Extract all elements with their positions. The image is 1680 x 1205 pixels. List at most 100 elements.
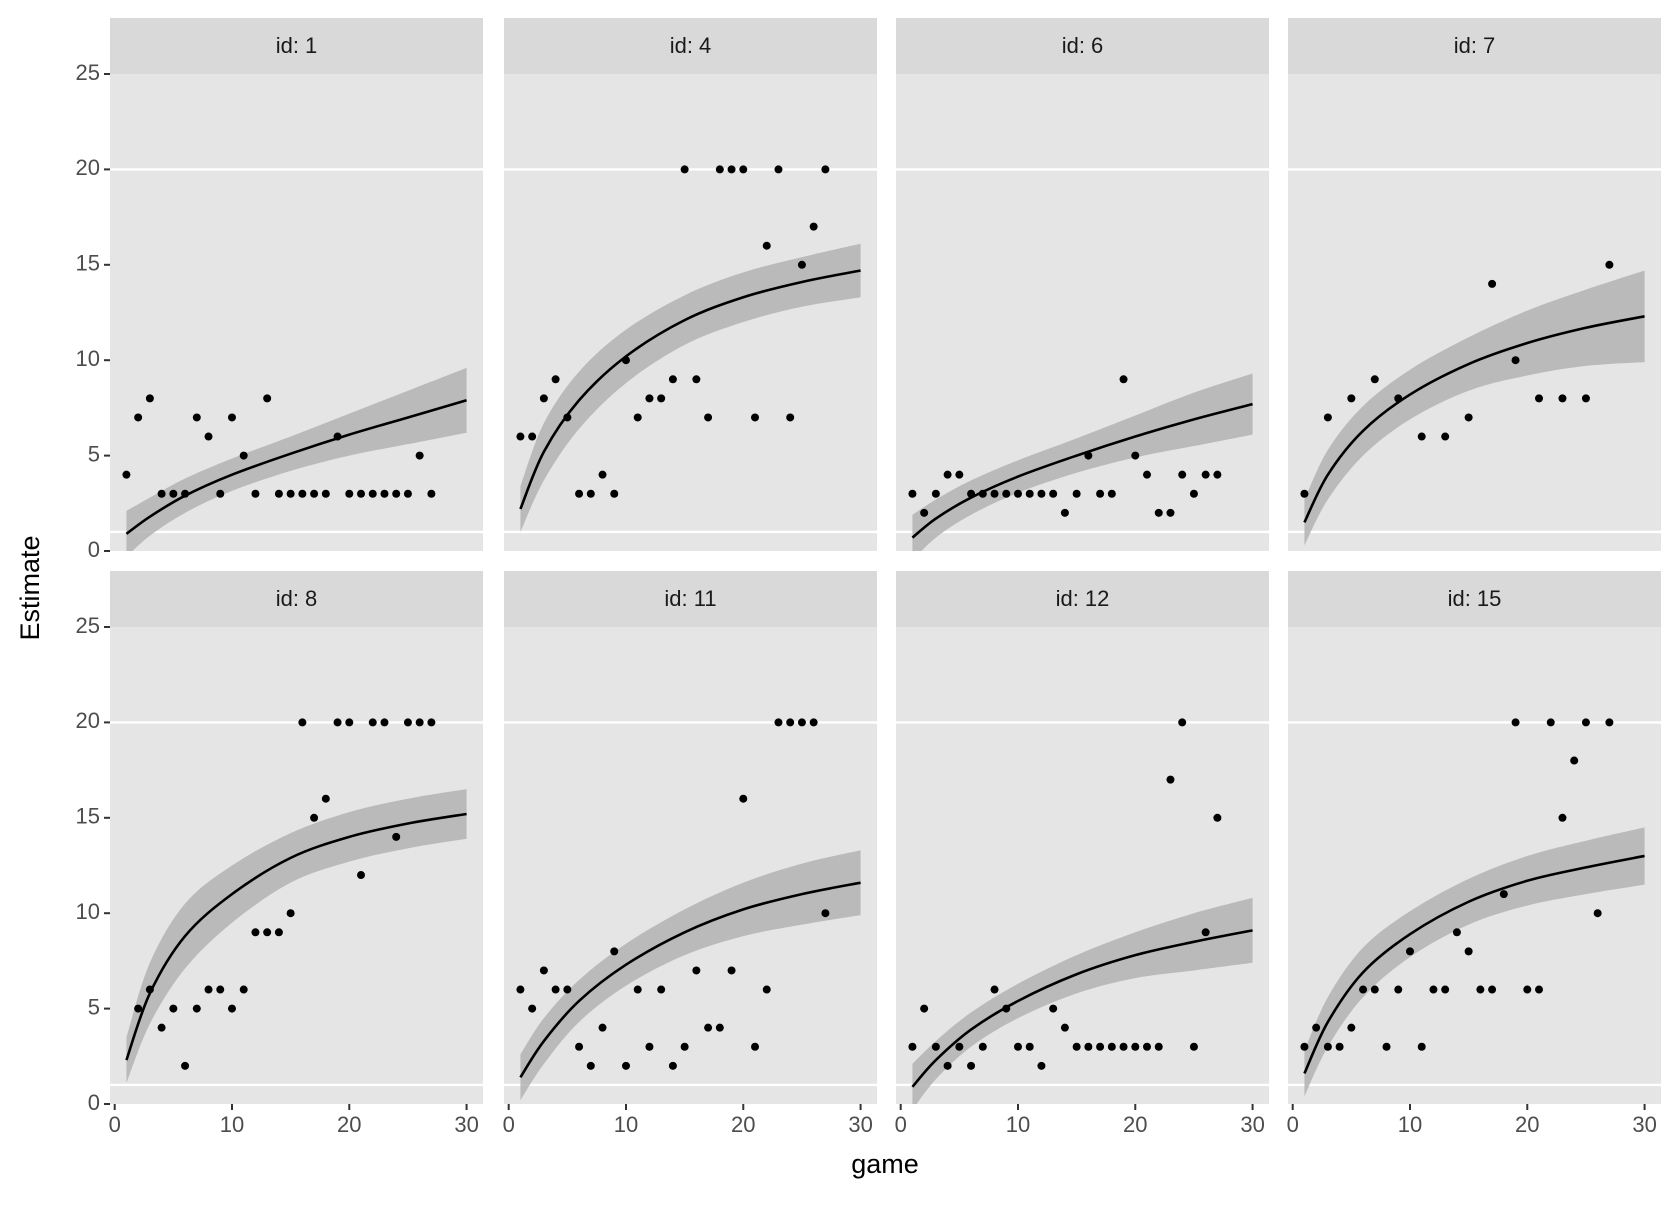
point <box>1370 985 1379 994</box>
point <box>286 489 295 498</box>
strip-label: id: 15 <box>1448 586 1502 611</box>
point <box>1605 718 1614 727</box>
point <box>586 489 595 498</box>
point <box>908 1042 917 1051</box>
point <box>1072 489 1081 498</box>
point <box>122 470 131 479</box>
point <box>516 432 525 441</box>
point <box>551 985 560 994</box>
fit-line <box>1303 854 1645 1075</box>
y-tick-label: 10 <box>76 899 100 924</box>
point <box>403 718 412 727</box>
point <box>1312 1023 1321 1032</box>
point <box>145 985 154 994</box>
point <box>598 470 607 479</box>
strip <box>504 571 877 627</box>
point <box>274 489 283 498</box>
point <box>809 718 818 727</box>
point <box>1084 451 1093 460</box>
point <box>216 985 225 994</box>
point <box>1189 489 1198 498</box>
point <box>727 966 736 975</box>
point <box>762 241 771 250</box>
point <box>192 413 201 422</box>
point <box>1323 413 1332 422</box>
point <box>586 1061 595 1070</box>
x-tick-label: 0 <box>895 1112 907 1137</box>
point <box>1025 1042 1034 1051</box>
point <box>704 1023 713 1032</box>
point <box>251 928 260 937</box>
panel <box>1288 168 1661 546</box>
point <box>1499 890 1508 899</box>
point <box>192 1004 201 1013</box>
point <box>645 1042 654 1051</box>
x-tick-label: 10 <box>1398 1112 1422 1137</box>
strip <box>504 18 877 74</box>
confidence-band <box>912 897 1253 1104</box>
x-tick-label: 20 <box>731 1112 755 1137</box>
confidence-band <box>520 850 861 1101</box>
point <box>1558 394 1567 403</box>
point <box>227 1004 236 1013</box>
panel <box>110 718 483 1087</box>
panel-background <box>896 74 1269 551</box>
facet: id: 7 <box>1288 18 1661 551</box>
point <box>990 489 999 498</box>
point <box>1013 1042 1022 1051</box>
point <box>1107 489 1116 498</box>
point <box>657 394 666 403</box>
point <box>692 375 701 384</box>
point <box>908 489 917 498</box>
point <box>1060 508 1069 517</box>
panel <box>1288 718 1661 1097</box>
point <box>967 1061 976 1070</box>
point <box>357 871 366 880</box>
y-tick-label: 15 <box>76 251 100 276</box>
point <box>931 1042 940 1051</box>
point <box>134 1004 143 1013</box>
point <box>1002 489 1011 498</box>
point <box>943 470 952 479</box>
point <box>1323 1042 1332 1051</box>
point <box>1464 413 1473 422</box>
point <box>157 1023 166 1032</box>
point <box>263 928 272 937</box>
point <box>786 413 795 422</box>
strip <box>1288 18 1661 74</box>
confidence-band <box>1304 827 1645 1097</box>
point <box>821 165 830 174</box>
point <box>1143 1042 1152 1051</box>
point <box>1154 508 1163 517</box>
point <box>1452 928 1461 937</box>
point <box>1154 1042 1163 1051</box>
point <box>1605 260 1614 269</box>
point <box>1347 1023 1356 1032</box>
point <box>1593 909 1602 918</box>
point <box>204 432 213 441</box>
point <box>310 813 319 822</box>
point <box>598 1023 607 1032</box>
point <box>920 1004 929 1013</box>
point <box>715 1023 724 1032</box>
point <box>1347 394 1356 403</box>
point <box>1002 1004 1011 1013</box>
strip-label: id: 1 <box>276 33 318 58</box>
strip-label: id: 6 <box>1062 33 1104 58</box>
strip-label: id: 11 <box>664 586 716 611</box>
point <box>751 413 760 422</box>
point <box>751 1042 760 1051</box>
point <box>145 394 154 403</box>
point <box>1107 1042 1116 1051</box>
point <box>1523 985 1532 994</box>
point <box>739 165 748 174</box>
point <box>1213 470 1222 479</box>
strip <box>896 18 1269 74</box>
point <box>528 432 537 441</box>
point <box>955 1042 964 1051</box>
point <box>967 489 976 498</box>
point <box>645 394 654 403</box>
x-tick-label: 30 <box>1632 1112 1656 1137</box>
point <box>955 470 964 479</box>
x-tick-label: 0 <box>1287 1112 1299 1137</box>
